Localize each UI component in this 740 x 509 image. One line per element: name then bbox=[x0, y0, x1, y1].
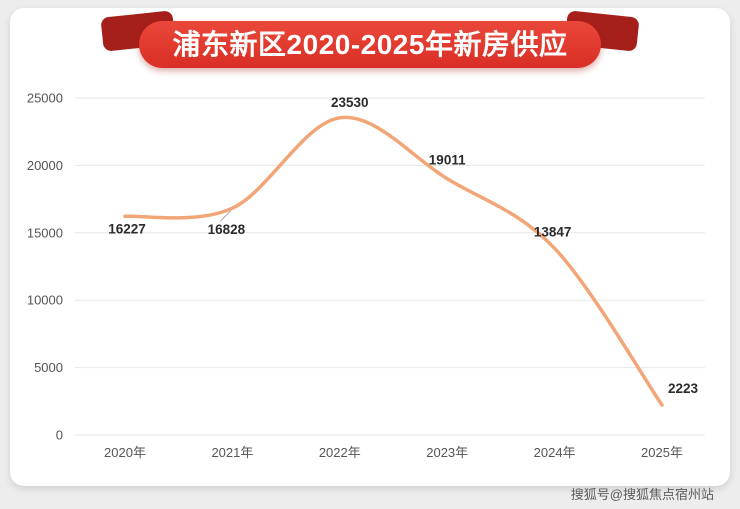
data-label: 16828 bbox=[208, 222, 246, 237]
x-axis-tick-label: 2021年 bbox=[211, 445, 253, 460]
watermark: 搜狐号@搜狐焦点宿州站 bbox=[570, 487, 714, 502]
data-label: 23530 bbox=[331, 95, 369, 110]
chart-title: 浦东新区2020-2025年新房供应 bbox=[139, 21, 601, 68]
x-axis-tick-label: 2020年 bbox=[104, 445, 146, 460]
label-leader-line bbox=[220, 210, 231, 222]
y-axis-tick-label: 0 bbox=[56, 428, 63, 443]
data-label: 19011 bbox=[429, 153, 466, 168]
data-label: 2223 bbox=[668, 381, 699, 396]
x-axis-tick-label: 2022年 bbox=[319, 445, 361, 460]
x-axis-tick-label: 2023年 bbox=[426, 445, 468, 460]
y-axis-tick-label: 25000 bbox=[27, 91, 63, 106]
y-axis-tick-label: 15000 bbox=[27, 225, 63, 240]
series-line bbox=[123, 115, 664, 407]
x-axis-tick-label: 2025年 bbox=[641, 445, 683, 460]
x-axis-tick-label: 2024年 bbox=[534, 445, 576, 460]
y-axis-tick-label: 10000 bbox=[27, 293, 63, 308]
y-axis-tick-label: 5000 bbox=[34, 360, 63, 375]
y-axis-tick-label: 20000 bbox=[27, 158, 63, 173]
chart-card bbox=[10, 8, 730, 486]
data-label: 16227 bbox=[108, 221, 146, 236]
data-label: 13847 bbox=[534, 224, 572, 239]
